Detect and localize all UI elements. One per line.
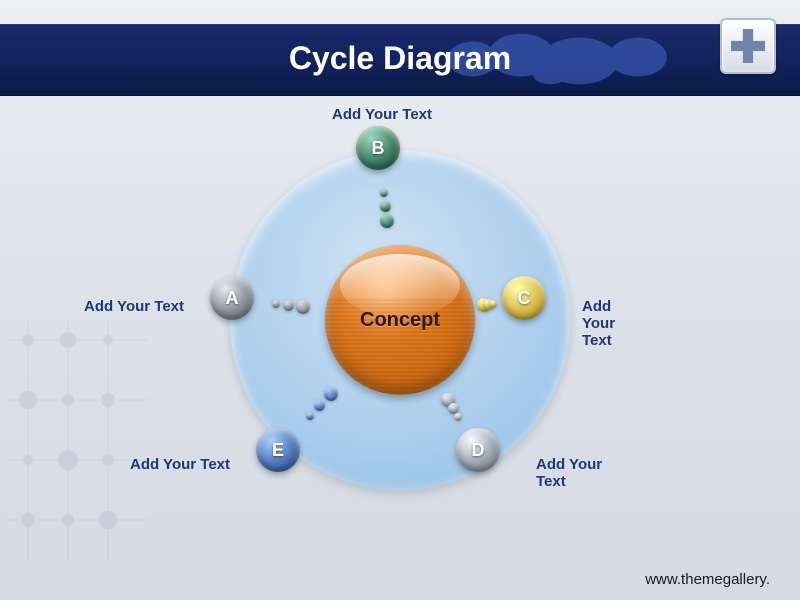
connector-dot	[296, 300, 310, 314]
node-c: C	[502, 276, 546, 320]
connector-dot	[489, 300, 497, 308]
connector-dot	[454, 413, 462, 421]
connector-dot	[306, 412, 314, 420]
node-e: E	[256, 428, 300, 472]
node-b: B	[356, 126, 400, 170]
footer-link: www.themegallery.	[645, 571, 770, 588]
node-label-c: Add Your Text	[582, 298, 630, 349]
cycle-diagram: Concept AAdd Your TextBAdd Your TextCAdd…	[170, 120, 630, 580]
node-label-e: Add Your Text	[130, 456, 230, 473]
center-label: Concept	[360, 309, 440, 332]
node-a: A	[210, 276, 254, 320]
plus-icon	[731, 29, 765, 63]
node-label-a: Add Your Text	[84, 298, 184, 315]
connector-dot	[272, 300, 280, 308]
logo-badge	[720, 18, 776, 74]
node-label-d: Add Your Text	[536, 456, 630, 490]
connector-dot	[283, 300, 294, 311]
connector-dot	[380, 189, 388, 197]
page-title: Cycle Diagram	[0, 40, 800, 77]
connector-dot	[380, 201, 391, 212]
center-node: Concept	[325, 245, 475, 395]
node-label-b: Add Your Text	[332, 106, 432, 123]
node-d: D	[456, 428, 500, 472]
connector-dot	[324, 387, 338, 401]
background-dots-deco	[8, 300, 168, 580]
